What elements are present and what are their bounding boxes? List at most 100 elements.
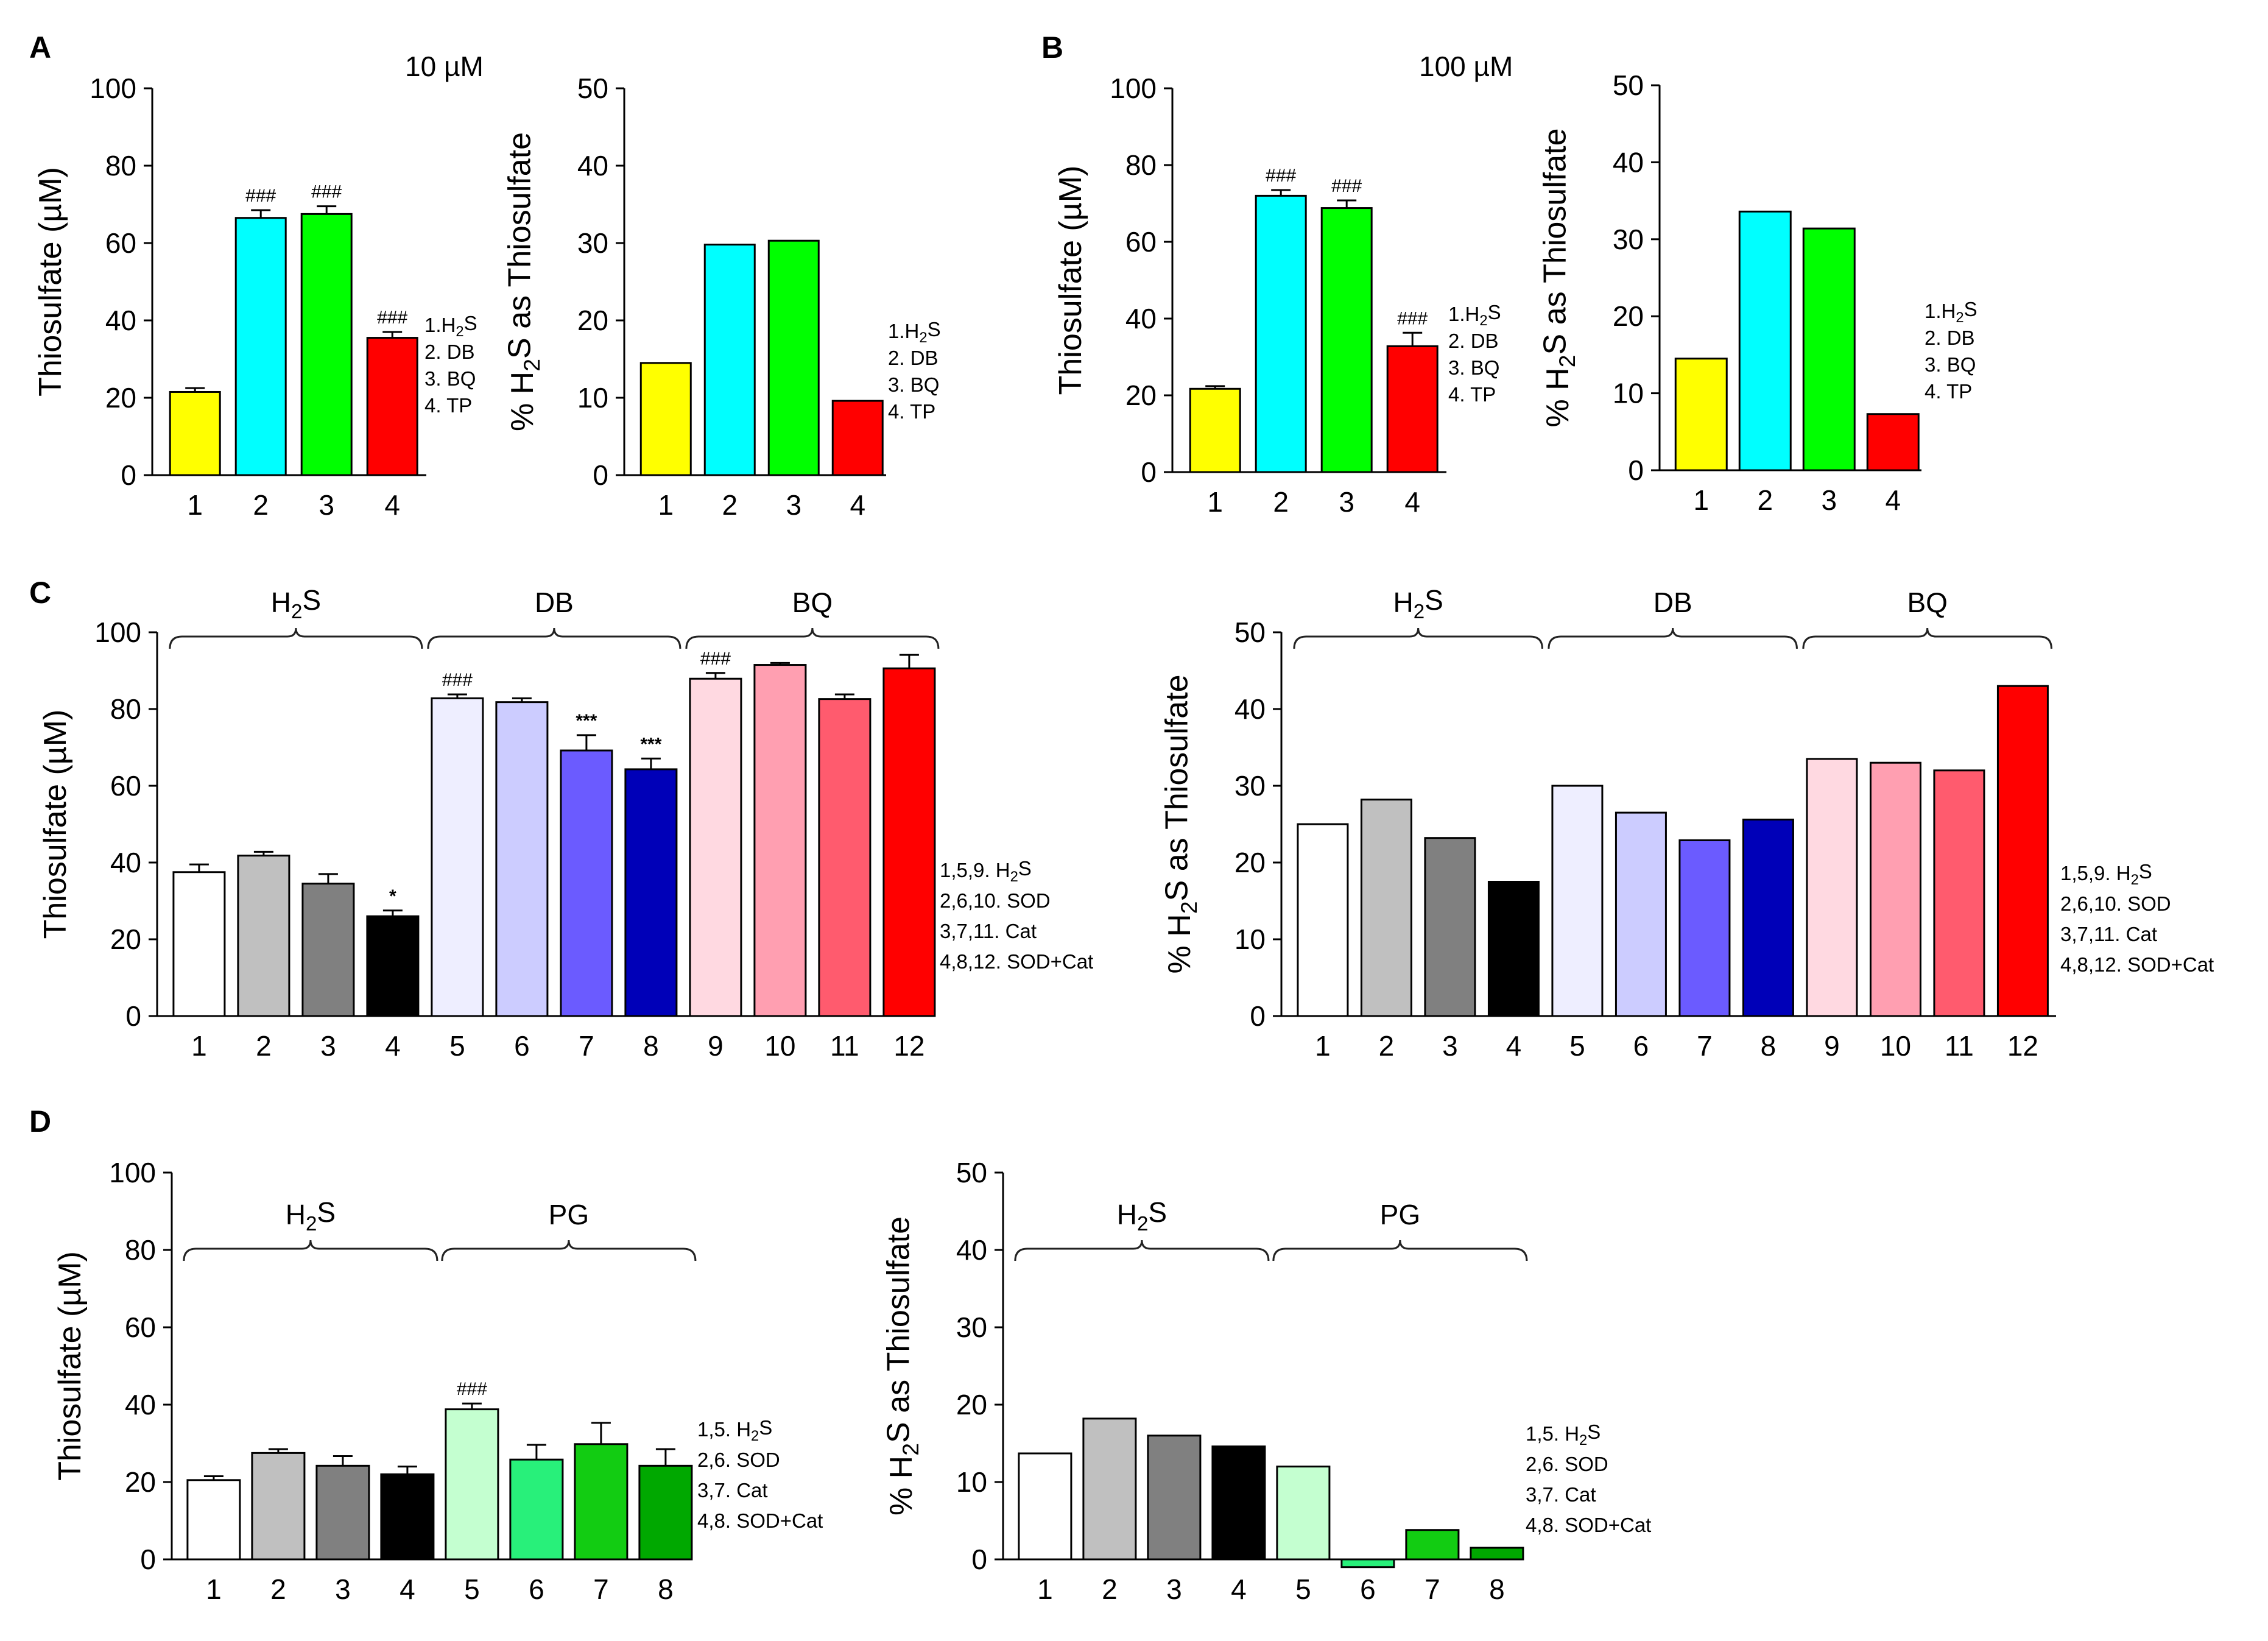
bar-3	[1424, 837, 1476, 1017]
y-tick-label: 10	[1613, 378, 1644, 409]
group-brace-1	[1293, 627, 1543, 649]
bar-3	[767, 239, 820, 476]
bar-11	[818, 698, 872, 1017]
x-tick-label-2: 2	[722, 489, 738, 521]
group-brace-1	[183, 1240, 438, 1262]
x-tick-label-9: 9	[1824, 1030, 1840, 1062]
bar-4	[1866, 413, 1920, 471]
y-tick-label: 40	[1125, 303, 1157, 334]
legend-entry-4: 4. TP	[424, 394, 472, 417]
significance-4: ###	[1397, 308, 1428, 328]
y-tick-label: 40	[125, 1389, 156, 1420]
x-tick-label-5: 5	[464, 1573, 480, 1605]
y-tick-label: 50	[956, 1157, 987, 1188]
y-tick-label: 0	[121, 459, 136, 491]
legend-entry-2: 2,6. SOD	[697, 1449, 780, 1471]
bar-9	[689, 677, 742, 1017]
group-brace-2	[427, 627, 681, 649]
bar-3	[315, 1464, 370, 1561]
bar-2	[234, 217, 287, 476]
legend-entry-1: 1.H2S	[888, 318, 941, 346]
group-label-1: H2S	[271, 584, 321, 623]
legend-entry-3: 3,7. Cat	[1526, 1483, 1596, 1506]
legend-entry-4: 4. TP	[888, 400, 935, 423]
y-tick-label: 80	[125, 1234, 156, 1266]
legend-entry-2: 2. DB	[888, 347, 939, 369]
group-label-3: BQ	[792, 587, 833, 618]
significance-4: ###	[377, 308, 407, 328]
legend-entry-1: 1,5. H2S	[1526, 1420, 1601, 1449]
concentration-b: 100 µM	[1419, 51, 1513, 82]
legend-entry-3: 3,7. Cat	[697, 1479, 768, 1502]
y-tick-label: 20	[105, 382, 136, 414]
y-tick-label: 60	[110, 770, 141, 802]
bar-12	[1996, 685, 2049, 1017]
bar-6	[509, 1458, 564, 1561]
y-tick-label: 40	[577, 150, 608, 182]
bar-7	[1405, 1529, 1460, 1561]
bar-7	[560, 749, 613, 1017]
bar-3	[301, 883, 355, 1017]
bar-4	[380, 1473, 435, 1561]
x-tick-label-3: 3	[1166, 1573, 1182, 1605]
bar-6	[495, 701, 549, 1017]
y-tick-label: 0	[1250, 1000, 1266, 1032]
bar-7	[1678, 839, 1731, 1017]
legend-entry-4: 4. TP	[1448, 383, 1496, 406]
chart-a1: 0 20 40 60 80 100 Thiosulfate (µM) 1 ### 2 ### 3 ###…	[33, 72, 477, 521]
bar-2	[703, 244, 756, 476]
panel-letter-b: B	[1041, 30, 1063, 65]
significance-4: *	[389, 886, 396, 906]
y-axis-title: % H2S as Thiosulfate	[1538, 129, 1580, 428]
x-tick-label-8: 8	[643, 1030, 659, 1062]
y-tick-label: 30	[577, 227, 608, 259]
y-tick-label: 0	[140, 1544, 156, 1575]
bar-6	[1340, 1558, 1395, 1569]
significance-5: ###	[442, 670, 473, 690]
y-tick-label: 60	[1125, 226, 1157, 258]
x-tick-label-1: 1	[1693, 484, 1709, 516]
y-tick-label: 50	[577, 72, 608, 104]
group-label-3: BQ	[1907, 587, 1947, 618]
x-tick-label-4: 4	[850, 489, 865, 521]
group-brace-2	[441, 1240, 697, 1262]
bar-4	[366, 915, 420, 1017]
y-axis-title: % H2S as Thiosulfate	[502, 132, 545, 431]
group-label-2: DB	[1653, 587, 1692, 618]
legend-entry-2: 2. DB	[1925, 326, 1975, 349]
x-tick-label-3: 3	[320, 1030, 336, 1062]
legend-entry-2: 2,6. SOD	[1526, 1453, 1608, 1475]
bar-5	[1276, 1466, 1331, 1561]
legend-entry-3: 3,7,11. Cat	[2060, 923, 2157, 945]
x-tick-label-4: 4	[400, 1573, 415, 1605]
chart-a2: 0 10 20 30 40 50 % H2S as Thiosulfate 1 2 3 4 1.H2S…	[502, 72, 941, 521]
x-tick-label-5: 5	[1569, 1030, 1585, 1062]
x-tick-label-6: 6	[529, 1573, 544, 1605]
x-tick-label-1: 1	[206, 1573, 222, 1605]
x-tick-label-2: 2	[1102, 1573, 1118, 1605]
x-tick-label-3: 3	[1339, 486, 1354, 518]
group-label-1: H2S	[286, 1196, 336, 1235]
y-tick-label: 20	[1613, 300, 1644, 332]
bar-11	[1933, 769, 1985, 1017]
y-tick-label: 20	[1234, 847, 1266, 878]
bar-5	[431, 697, 484, 1017]
bar-1	[172, 871, 226, 1017]
significance-7: ***	[576, 711, 597, 731]
y-tick-label: 40	[105, 305, 136, 336]
y-tick-label: 100	[1110, 72, 1157, 104]
x-tick-label-4: 4	[1231, 1573, 1247, 1605]
bar-4	[366, 337, 418, 476]
y-axis-title: Thiosulfate (µM)	[52, 1251, 88, 1481]
y-tick-label: 20	[125, 1466, 156, 1498]
significance-5: ###	[457, 1379, 487, 1399]
group-brace-3	[685, 627, 940, 649]
x-tick-label-7: 7	[1697, 1030, 1713, 1062]
significance-8: ***	[640, 734, 661, 754]
x-tick-label-8: 8	[658, 1573, 674, 1605]
legend-entry-4: 4,8,12. SOD+Cat	[940, 950, 1093, 973]
x-tick-label-4: 4	[1506, 1030, 1522, 1062]
significance-9: ###	[700, 649, 731, 669]
